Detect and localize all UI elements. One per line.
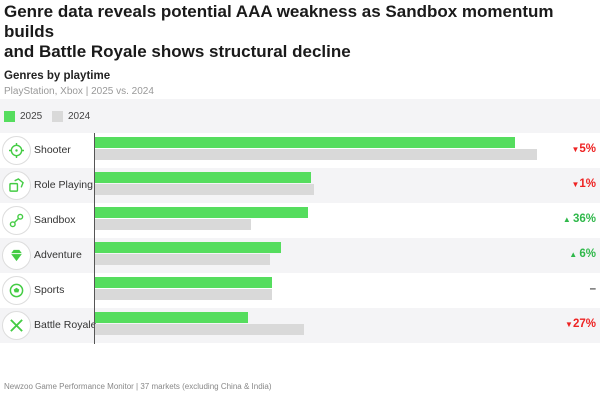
change-arrow-icon: ▲ bbox=[562, 215, 573, 224]
chart-row: Shooter ▼5% bbox=[0, 133, 600, 168]
footer-source: Newzoo Game Performance Monitor | 37 mar… bbox=[4, 382, 272, 391]
category-label: Adventure bbox=[34, 249, 82, 261]
bar-2025 bbox=[95, 312, 248, 323]
legend-swatch bbox=[4, 111, 15, 122]
chart-subtitle-2: PlayStation, Xbox | 2025 vs. 2024 bbox=[4, 86, 154, 97]
legend-2024: 2024 bbox=[52, 111, 90, 122]
legend-swatch bbox=[52, 111, 63, 122]
change-value: 1% bbox=[579, 178, 596, 190]
legend-2025: 2025 bbox=[4, 111, 42, 122]
chart-row: Battle Royale ▼27% bbox=[0, 308, 600, 343]
chart-row: Adventure ▲ 6% bbox=[0, 238, 600, 273]
legend: 2025 2024 bbox=[0, 99, 600, 133]
chart-title: Genre data reveals potential AAA weaknes… bbox=[4, 2, 596, 62]
sandbox-icon bbox=[2, 206, 31, 235]
change-arrow-icon: ▼ bbox=[571, 180, 580, 189]
bar-2025 bbox=[95, 137, 515, 148]
change-label: ▲ 36% bbox=[563, 213, 596, 225]
category-label: Role Playing bbox=[34, 179, 93, 191]
bar-2024 bbox=[95, 149, 537, 160]
bar-2025 bbox=[95, 207, 309, 218]
change-arrow-icon: ▲ bbox=[569, 250, 580, 259]
y-axis-line bbox=[94, 133, 95, 344]
category-label: Shooter bbox=[34, 144, 71, 156]
bar-2024 bbox=[95, 254, 271, 265]
category-label: Sandbox bbox=[34, 214, 76, 226]
change-value: 5% bbox=[579, 143, 596, 155]
bar-2025 bbox=[95, 277, 272, 288]
bar-2024 bbox=[95, 289, 272, 300]
chart-row: Sandbox ▲ 36% bbox=[0, 203, 600, 238]
change-value: 36% bbox=[572, 213, 596, 225]
category-label: Battle Royale bbox=[34, 319, 97, 331]
change-value: – bbox=[589, 283, 596, 295]
bar-2024 bbox=[95, 219, 252, 230]
change-label: ▲ 6% bbox=[569, 248, 596, 260]
category-label: Sports bbox=[34, 284, 65, 296]
legend-label: 2025 bbox=[20, 111, 43, 122]
change-label: ▼27% bbox=[565, 318, 596, 330]
change-arrow-icon: ▼ bbox=[571, 145, 580, 154]
title-line-1: Genre data reveals potential AAA weaknes… bbox=[4, 2, 554, 41]
title-line-2: and Battle Royale shows structural decli… bbox=[4, 42, 351, 61]
bar-2025 bbox=[95, 242, 282, 253]
change-label: – bbox=[590, 283, 596, 295]
dice-icon bbox=[2, 171, 31, 200]
chart-subtitle: Genres by playtime bbox=[4, 70, 111, 82]
gem-icon bbox=[2, 241, 31, 270]
chart-row: Role Playing ▼1% bbox=[0, 168, 600, 203]
soccer-ball-icon bbox=[2, 276, 31, 305]
bar-2024 bbox=[95, 184, 314, 195]
change-value: 27% bbox=[572, 318, 596, 330]
change-arrow-icon: ▼ bbox=[565, 320, 573, 329]
bar-2025 bbox=[95, 172, 312, 183]
crossed-swords-icon bbox=[2, 311, 31, 340]
change-label: ▼5% bbox=[571, 143, 596, 155]
legend-label: 2024 bbox=[68, 111, 91, 122]
crosshair-icon bbox=[2, 136, 31, 165]
chart-row: Sports – bbox=[0, 273, 600, 308]
change-label: ▼1% bbox=[571, 178, 596, 190]
bar-2024 bbox=[95, 324, 305, 335]
change-value: 6% bbox=[579, 248, 596, 260]
